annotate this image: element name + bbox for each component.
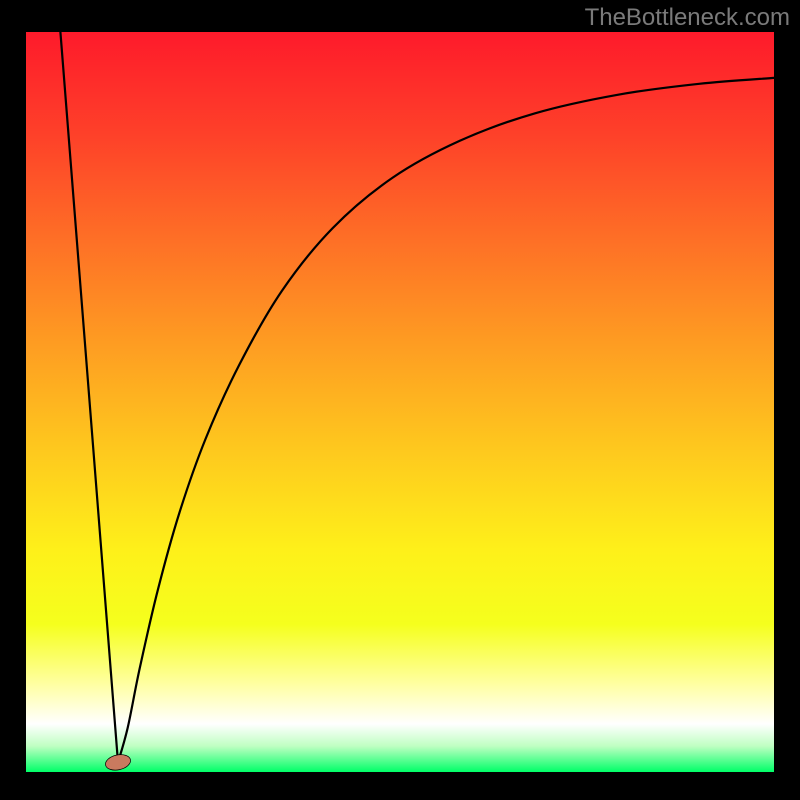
watermark-text: TheBottleneck.com [585,4,790,32]
bottleneck-chart [0,0,800,800]
plot-area-rect [26,32,774,772]
chart-frame: TheBottleneck.com [0,0,800,800]
